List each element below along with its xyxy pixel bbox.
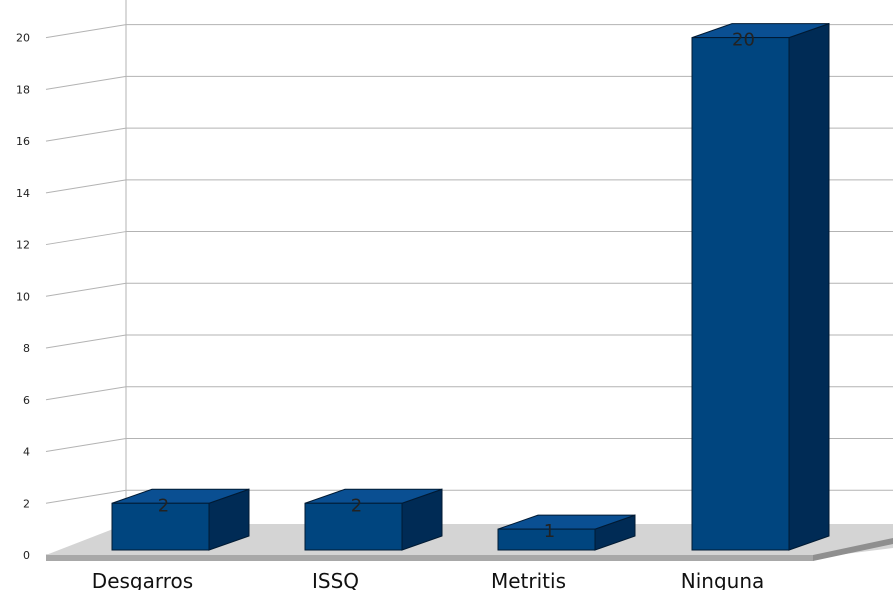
bar-front (304, 502, 403, 551)
y-tick-label: 16 (16, 135, 30, 148)
y-tick-label: 2 (23, 497, 30, 510)
grid-diagonal (45, 489, 127, 504)
bar-front (497, 528, 596, 551)
grid-diagonal (45, 282, 127, 297)
y-tick-label: 8 (23, 342, 30, 355)
data-label: 1 (544, 521, 555, 542)
y-tick-label: 18 (16, 83, 30, 96)
grid-diagonal (45, 231, 127, 246)
y-tick-label: 0 (23, 549, 30, 562)
y-tick-label: 4 (23, 446, 30, 459)
data-label: 2 (158, 495, 169, 516)
y-axis: 0 2 4 6 8 10 12 14 16 18 20 (16, 32, 30, 562)
grid-diagonal (45, 438, 127, 453)
bar-side (788, 22, 830, 551)
floor-front-edge (46, 555, 813, 561)
grid-diagonal (45, 75, 127, 90)
x-category-label: Desgarros (92, 569, 193, 590)
bar-front (111, 502, 210, 551)
bar-ninguna: 20 (691, 22, 830, 551)
grid-diagonal (45, 386, 127, 401)
bar-metritis: 1 (497, 514, 636, 551)
bar-issq: 2 (304, 488, 443, 551)
chart-floor (46, 524, 893, 561)
floor-plane (46, 524, 893, 558)
x-axis-labels: Desgarros ISSQ Metritis Ninguna (92, 569, 764, 590)
y-tick-label: 20 (16, 32, 30, 45)
y-tick-label: 6 (23, 394, 30, 407)
floor-side-edge (813, 538, 893, 561)
grid-diagonal (45, 127, 127, 142)
x-category-label: Ninguna (681, 569, 765, 590)
data-label: 20 (732, 30, 755, 51)
y-tick-label: 12 (16, 239, 30, 252)
grid-diagonal (45, 179, 127, 194)
bar-front (691, 37, 790, 551)
bars: 2 2 1 20 (111, 22, 830, 551)
x-category-label: ISSQ (312, 569, 359, 590)
data-label: 2 (351, 495, 362, 516)
bar-desgarros: 2 (111, 488, 250, 551)
grid-diagonal (45, 334, 127, 349)
grid-diagonal (45, 24, 127, 39)
y-tick-label: 10 (16, 290, 30, 303)
y-tick-label: 14 (16, 187, 30, 200)
x-category-label: Metritis (491, 569, 566, 590)
